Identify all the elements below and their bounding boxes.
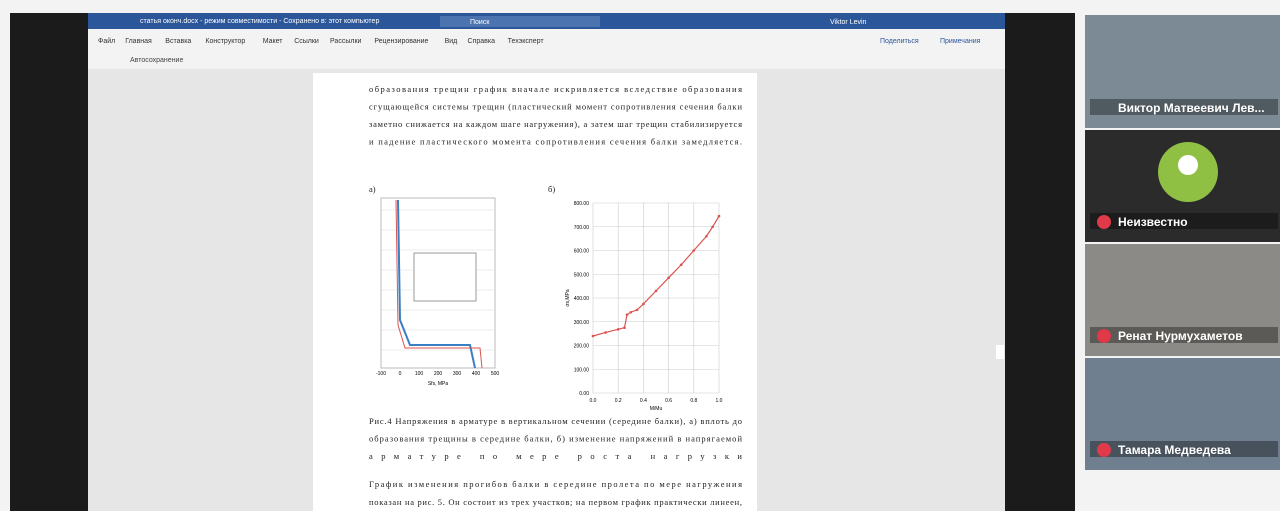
menu-item[interactable]: Вставка [165,38,191,45]
y-tick-label: 100.00 [574,367,590,373]
mic-muted [1097,215,1111,229]
doc-line: показан на рис. 5. Он состоит из трех уч… [369,497,742,507]
x-tick-label: 0 [399,371,402,377]
x-tick-label: 500 [491,371,500,377]
screen-svg: статья оконч.docx - режим совместимости … [0,0,1280,511]
x-tick-label: 400 [472,371,481,377]
mic-muted [1097,443,1111,457]
point [693,249,696,252]
x-tick-label: 0.8 [690,398,697,404]
doc-line: и падение пластического момента сопротив… [369,137,742,147]
menu-item[interactable]: Справка [468,38,496,45]
menu-item[interactable]: Главная [125,38,152,45]
x-tick-label: 0.2 [615,398,622,404]
point [705,235,708,238]
point [711,225,714,228]
menu-item[interactable]: Файл [98,37,115,45]
participant-name: Тамара Медведева [1118,443,1231,457]
doc-line: сгущающейся системы трещин (пластический… [369,102,742,112]
x-tick-label: 0.6 [665,398,672,404]
doc-line: График изменения прогибов балки в середи… [369,479,742,489]
menu-item[interactable]: Вид [445,38,458,45]
chart-a-legend [414,253,476,301]
y-tick-label: 300.00 [574,320,590,326]
menu-item[interactable]: Макет [263,38,284,45]
screen: статья оконч.docx - режим совместимости … [0,0,1280,511]
y-tick-label: 700.00 [574,225,590,231]
y-tick-label: 400.00 [574,296,590,302]
participant-name: Неизвестно [1118,215,1188,229]
autosave[interactable]: Автосохранение [130,57,183,64]
point [642,303,645,306]
y-tick-label: 600.00 [574,249,590,255]
fig-label: а) [369,184,376,194]
menu-item[interactable]: Рассылки [330,38,362,45]
doc-line: образования трещины в середине балки, б)… [369,434,742,444]
x-tick-label: 100 [415,371,424,377]
ribbon [88,29,1005,69]
menu-item[interactable]: Техэксперт [508,38,545,45]
y-tick-label: 0.00 [579,391,589,397]
y-tick-label: 800.00 [574,201,590,207]
y-axis-label: σs,MPa [565,289,571,306]
x-tick-label: 300 [453,371,462,377]
point [655,290,658,293]
user: Viktor Levin [830,19,867,26]
doc-line: образования трещин график вначале искрив… [369,84,742,94]
x-tick-label: -100 [376,371,386,377]
x-tick-label: 0.0 [590,398,597,404]
point [718,215,721,218]
participant-name: Виктор Матвеевич Лев... [1118,101,1265,115]
avatar-head [1178,155,1198,175]
y-tick-label: 500.00 [574,272,590,278]
search[interactable]: Поиск [470,19,490,26]
search-box[interactable] [440,16,600,27]
point [667,277,670,280]
mic-muted [1097,329,1111,343]
x-tick-label: 1.0 [716,398,723,404]
point [636,309,639,312]
comments[interactable]: Примечания [940,38,981,45]
point [623,326,626,329]
x-axis-label: Sfs, MPa [428,381,449,387]
share[interactable]: Поделиться [880,38,919,45]
menu-item[interactable]: Ссылки [294,38,319,45]
participant-name: Ренат Нурмухаметов [1118,329,1243,343]
point [680,263,683,266]
scroll-thumb[interactable] [996,345,1004,359]
point [626,313,629,316]
point [630,311,633,314]
x-tick-label: 0.4 [640,398,647,404]
doc-line: Рис.4 Напряжения в арматуре в вертикальн… [369,416,742,426]
doc-line: заметно снижается на каждом шаге нагруже… [369,119,742,129]
menu-item[interactable]: Конструктор [205,38,245,45]
x-axis-label: M/Mu [650,406,663,412]
x-tick-label: 200 [434,371,443,377]
y-tick-label: 200.00 [574,344,590,350]
title: статья оконч.docx - режим совместимости … [140,18,379,25]
fig-label: б) [548,184,555,194]
point [617,328,620,331]
menu-item[interactable]: Рецензирование [374,38,428,45]
point [604,331,607,334]
point [592,335,595,338]
